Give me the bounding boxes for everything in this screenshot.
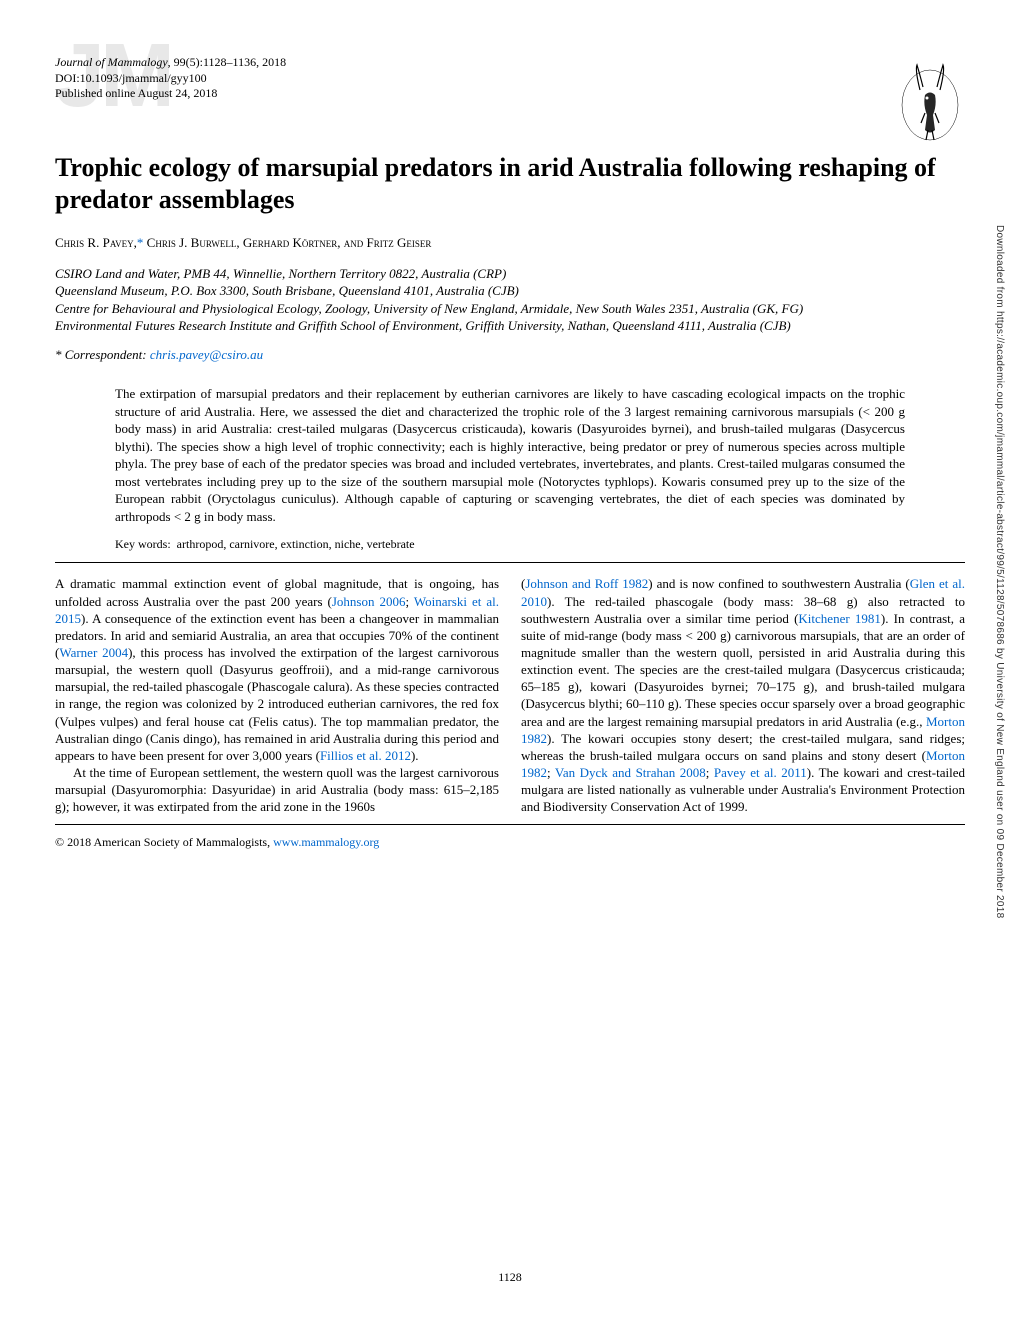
ref-johnson-2006[interactable]: Johnson 2006 [332, 594, 406, 609]
authors: Chris R. Pavey,* Chris J. Burwell, Gerha… [55, 235, 965, 251]
correspondent: * Correspondent: chris.pavey@csiro.au [55, 347, 965, 363]
para-1: A dramatic mammal extinction event of gl… [55, 575, 499, 764]
affiliation-2: Queensland Museum, P.O. Box 3300, South … [55, 282, 965, 300]
ref-warner-2004[interactable]: Warner 2004 [59, 645, 128, 660]
doi: DOI:10.1093/jmammal/gyy100 [55, 71, 965, 87]
ref-fillios-2012[interactable]: Fillios et al. 2012 [320, 748, 411, 763]
para-2: At the time of European settlement, the … [55, 764, 499, 815]
copyright: © 2018 American Society of Mammalogists,… [55, 835, 965, 850]
ref-pavey-2011[interactable]: Pavey et al. 2011 [714, 765, 807, 780]
keywords-list: arthropod, carnivore, extinction, niche,… [177, 537, 415, 551]
journal-name: Journal of Mammalogy [55, 55, 168, 69]
ref-vandyck-strahan-2008[interactable]: Van Dyck and Strahan 2008 [555, 765, 706, 780]
divider-2 [55, 824, 965, 825]
column-left: A dramatic mammal extinction event of gl… [55, 575, 499, 815]
keywords-label: Key words: [115, 537, 171, 551]
ref-kitchener-1981[interactable]: Kitchener 1981 [798, 611, 880, 626]
affiliation-1: CSIRO Land and Water, PMB 44, Winnellie,… [55, 265, 965, 283]
citation: , 99(5):1128–1136, 2018 [168, 55, 286, 69]
keywords: Key words: arthropod, carnivore, extinct… [115, 537, 905, 552]
published-date: Published online August 24, 2018 [55, 86, 965, 102]
copyright-text: © 2018 American Society of Mammalogists, [55, 835, 273, 849]
correspondent-email[interactable]: chris.pavey@csiro.au [150, 347, 263, 362]
column-right: (Johnson and Roff 1982) and is now confi… [521, 575, 965, 815]
abstract: The extirpation of marsupial predators a… [115, 385, 905, 525]
para-3: (Johnson and Roff 1982) and is now confi… [521, 575, 965, 815]
ref-johnson-roff-1982[interactable]: Johnson and Roff 1982 [525, 576, 648, 591]
page-number: 1128 [0, 1270, 1020, 1285]
download-sidebar: Downloaded from https://academic.oup.com… [994, 225, 1005, 918]
affiliations: CSIRO Land and Water, PMB 44, Winnellie,… [55, 265, 965, 335]
copyright-link[interactable]: www.mammalogy.org [273, 835, 379, 849]
journal-header: Journal of Mammalogy, 99(5):1128–1136, 2… [55, 55, 965, 102]
article-title: Trophic ecology of marsupial predators i… [55, 152, 965, 217]
divider-1 [55, 562, 965, 563]
correspondent-label: * Correspondent: [55, 347, 150, 362]
affiliation-3: Centre for Behavioural and Physiological… [55, 300, 965, 318]
affiliation-4: Environmental Futures Research Institute… [55, 317, 965, 335]
body-columns: A dramatic mammal extinction event of gl… [55, 575, 965, 815]
